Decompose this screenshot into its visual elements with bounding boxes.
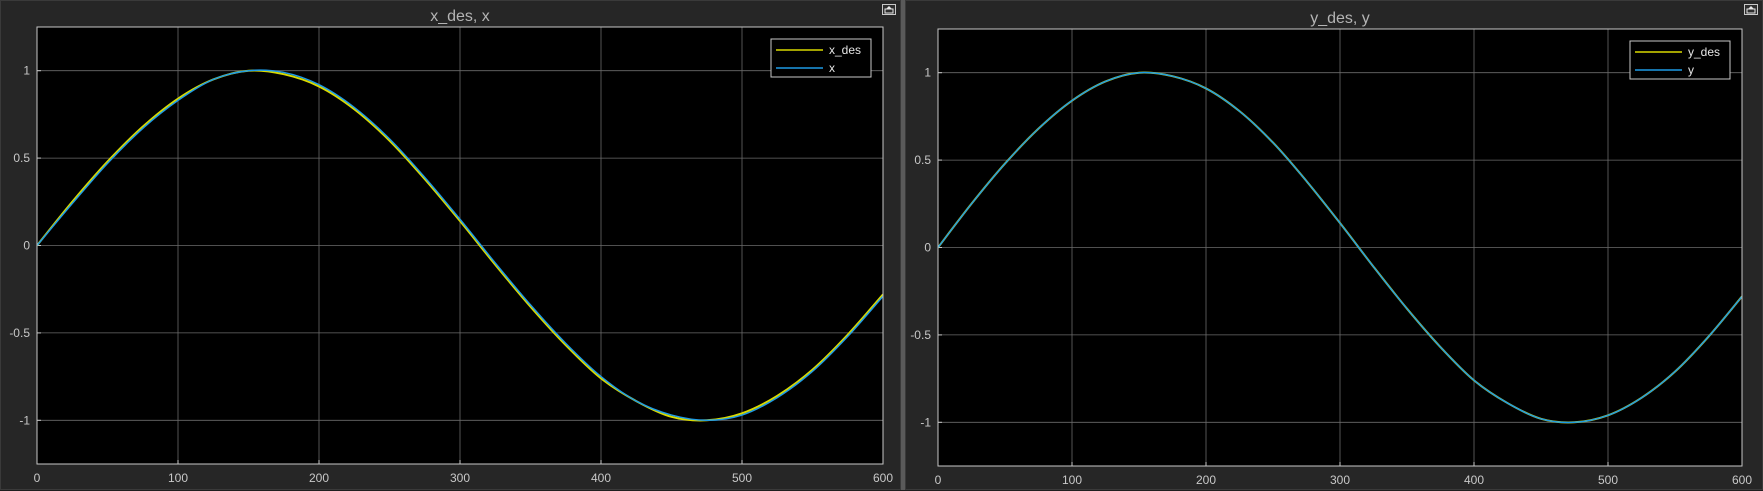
y-tick-label: 0 <box>23 239 30 253</box>
legend-label-y-des: y_des <box>1688 45 1720 59</box>
x-tick-label: 0 <box>34 471 41 485</box>
y-tick-label: -1 <box>19 413 30 427</box>
x-tick-label: 300 <box>450 471 470 485</box>
chart-x-des-x: x_des, x 0 100 200 300 400 500 600 -1 -0.5 0 0.5 1 x_… <box>9 8 893 485</box>
y-tick-label: -0.5 <box>9 326 30 340</box>
x-tick-label: 500 <box>732 471 752 485</box>
series-line-x-des <box>37 69 883 422</box>
y-tick-label: 1 <box>23 64 30 78</box>
y-tick-label: 0.5 <box>13 151 30 165</box>
series-line-x <box>37 69 883 422</box>
chart-title: y_des, y <box>1310 10 1370 27</box>
series-line-y <box>938 71 1742 424</box>
legend-label-x: x <box>829 61 835 75</box>
y-tick-label: -1 <box>920 415 931 429</box>
panel-divider[interactable] <box>901 0 905 490</box>
undock-icon[interactable] <box>882 4 896 15</box>
axes-frame <box>937 28 1743 467</box>
chart-title: x_des, x <box>430 8 490 25</box>
legend-label-x-des: x_des <box>829 43 861 57</box>
x-tick-label: 0 <box>935 473 942 487</box>
scope-panel-y: y_des, y 0 100 200 300 400 500 600 -1 -0.5 0 0.5 1 y_… <box>905 0 1763 490</box>
x-tick-label: 100 <box>1062 473 1082 487</box>
y-tick-label: 1 <box>924 66 931 80</box>
y-tick-label: 0 <box>924 241 931 255</box>
legend-label-y: y <box>1688 63 1694 77</box>
x-tick-label: 400 <box>1464 473 1484 487</box>
x-tick-label: 600 <box>873 471 893 485</box>
scope-panel-x: x_des, x 0 100 200 300 400 500 600 -1 -0.5 0 0.5 1 x_… <box>0 0 901 490</box>
x-tick-label: 600 <box>1732 473 1752 487</box>
y-tick-label: -0.5 <box>910 328 931 342</box>
x-tick-label: 300 <box>1330 473 1350 487</box>
chart-y-des-y: y_des, y 0 100 200 300 400 500 600 -1 -0.5 0 0.5 1 y_… <box>910 10 1752 487</box>
y-tick-label: 0.5 <box>914 153 931 167</box>
undock-icon[interactable] <box>1744 4 1758 15</box>
x-tick-label: 400 <box>591 471 611 485</box>
x-tick-label: 200 <box>309 471 329 485</box>
x-tick-label: 200 <box>1196 473 1216 487</box>
x-tick-label: 500 <box>1598 473 1618 487</box>
x-tick-label: 100 <box>168 471 188 485</box>
axes-frame <box>36 26 884 465</box>
legend-box <box>1629 40 1731 80</box>
legend-box <box>770 38 872 78</box>
